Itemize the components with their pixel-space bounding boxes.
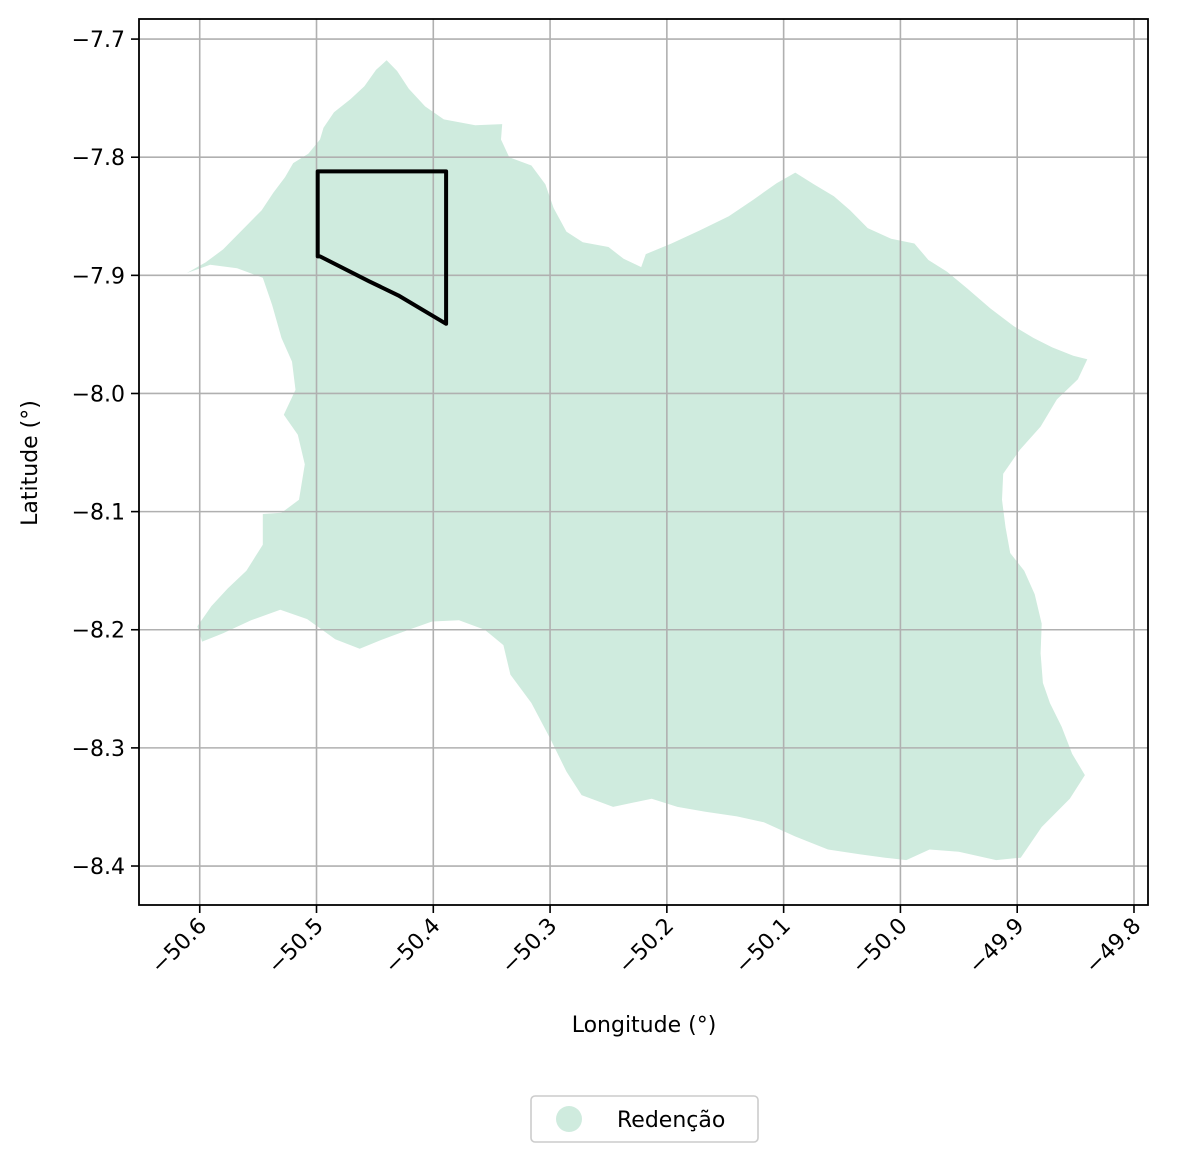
legend: Redenção	[531, 1096, 758, 1142]
legend-label-redencao: Redenção	[617, 1108, 725, 1133]
x-tick-label: −50.5	[263, 914, 328, 979]
y-tick-label: −8.4	[72, 855, 125, 880]
x-tick-label: −49.8	[1081, 914, 1146, 979]
y-tick-label: −7.7	[72, 28, 125, 53]
x-tick-label: −50.6	[147, 914, 212, 979]
x-axis-label: Longitude (°)	[572, 1013, 717, 1038]
y-axis-label: Latitude (°)	[18, 400, 43, 526]
y-tick-label: −8.3	[72, 737, 125, 762]
y-tick-label: −8.0	[72, 382, 125, 407]
y-tick-label: −8.1	[72, 501, 125, 526]
x-tick-label: −49.9	[964, 914, 1029, 979]
x-tick-label: −50.0	[847, 914, 912, 979]
legend-marker-redencao	[556, 1106, 582, 1132]
y-tick-label: −7.9	[72, 264, 125, 289]
x-tick-label: −50.1	[731, 914, 796, 979]
x-tick-label: −50.2	[614, 914, 679, 979]
region-redencao	[187, 60, 1087, 860]
x-tick-label: −50.3	[497, 914, 562, 979]
y-tick-label: −7.8	[72, 146, 125, 171]
y-tick-label: −8.2	[72, 619, 125, 644]
region-layer	[187, 60, 1087, 860]
x-tick-label: −50.4	[380, 914, 445, 979]
